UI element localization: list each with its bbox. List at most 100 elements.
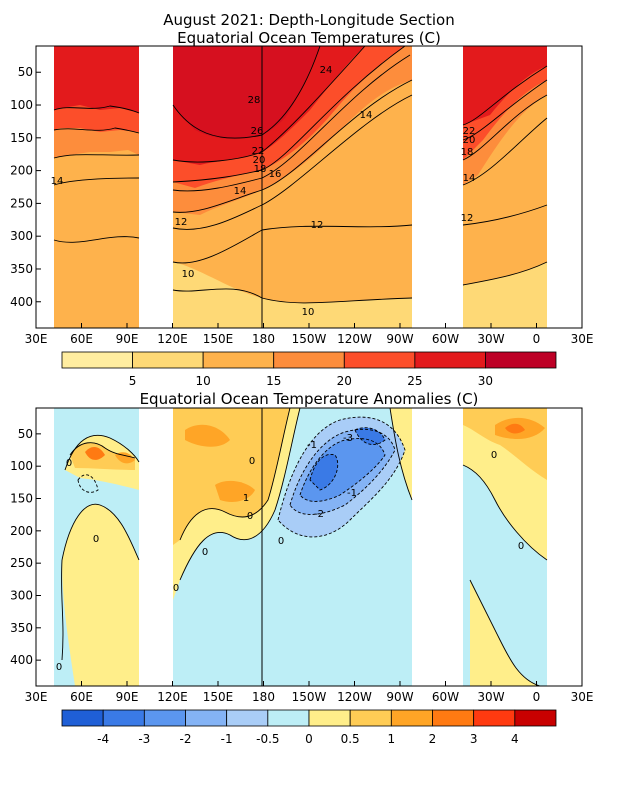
top-contour-label: 14	[234, 186, 247, 197]
top-contour-label: 22	[252, 146, 265, 157]
x-tick-label: 0	[533, 690, 541, 704]
bottom-contour-label: 0	[202, 547, 208, 558]
bottom-region-pacific	[173, 408, 412, 686]
bottom-contour-label: 0	[66, 458, 72, 469]
colorbar-label: 10	[196, 374, 211, 388]
x-tick-label: 30E	[25, 332, 48, 346]
x-tick-label: 30E	[571, 332, 594, 346]
colorbar-swatch	[349, 709, 392, 727]
x-tick-label: 90W	[386, 332, 413, 346]
x-tick-label: 90W	[386, 690, 413, 704]
colorbar-label: 0	[305, 732, 313, 746]
colorbar-label: -4	[97, 732, 109, 746]
bottom-contour-label: 0	[518, 541, 524, 552]
colorbar-label: 15	[266, 374, 281, 388]
bottom-contour-label: 0	[491, 450, 497, 461]
top-contour-label: 18	[461, 147, 474, 158]
y-tick-label: 350	[10, 262, 33, 276]
y-tick-label: 200	[10, 164, 33, 178]
colorbar-swatch	[432, 709, 475, 727]
bottom-contour-label: -1	[307, 440, 317, 451]
colorbar-label: 2	[429, 732, 437, 746]
top-contour-label: 10	[302, 307, 315, 318]
colorbar-swatch	[61, 351, 133, 369]
colorbar-swatch	[343, 351, 416, 369]
bottom-contour-label: 1	[243, 493, 249, 504]
x-tick-label: 120E	[157, 332, 188, 346]
x-tick-label: 0	[533, 332, 541, 346]
bottom-contour-label: -2	[314, 509, 324, 520]
colorbar-label: 1	[388, 732, 396, 746]
bottom-contour-label: 0	[249, 456, 255, 467]
x-tick-label: 30E	[571, 690, 594, 704]
y-tick-label: 200	[10, 524, 33, 538]
bottom-dashed-contours	[77, 416, 406, 538]
x-tick-label: 30W	[477, 690, 504, 704]
y-tick-label: 350	[10, 621, 33, 635]
top-contour-label: 12	[461, 213, 474, 224]
top-region-indian	[54, 46, 139, 328]
y-tick-label: 400	[10, 295, 33, 309]
top-contour-label: 12	[311, 220, 324, 231]
colorbar-label: -3	[138, 732, 150, 746]
colorbar-swatch	[61, 709, 104, 727]
x-tick-label: 120E	[157, 690, 188, 704]
x-tick-label: 90E	[116, 690, 139, 704]
x-tick-label: 150W	[292, 690, 327, 704]
top-title: August 2021: Depth-Longitude Section	[163, 11, 454, 29]
colorbar-label: 30	[478, 374, 493, 388]
x-tick-label: 60E	[70, 690, 93, 704]
y-tick-label: 400	[10, 653, 33, 667]
x-tick-label: 150E	[203, 690, 234, 704]
bottom-heatmap	[54, 408, 548, 686]
colorbar-swatch	[102, 709, 145, 727]
top-contours	[53, 46, 548, 304]
x-tick-label: 90E	[116, 332, 139, 346]
colorbar-swatch	[132, 351, 204, 369]
top-contour-label: 12	[175, 217, 188, 228]
top-axes: 30E 60E 90E 120E 150E 180 150W 120W 90W 60W 30W 0 30…	[10, 65, 593, 346]
x-tick-label: 30E	[25, 690, 48, 704]
top-contour-label: 20	[253, 155, 266, 166]
top-region-atlantic	[463, 46, 547, 328]
x-tick-label: 60E	[70, 332, 93, 346]
bottom-region-atlantic	[463, 408, 547, 686]
colorbar-swatch	[485, 351, 557, 369]
x-tick-label: 180	[252, 332, 275, 346]
y-tick-label: 150	[10, 492, 33, 506]
colorbar-swatch	[308, 709, 351, 727]
y-tick-label: 50	[18, 65, 33, 79]
colorbar-swatch	[473, 709, 516, 727]
colorbar-label: 0.5	[341, 732, 360, 746]
top-region-pacific	[173, 46, 412, 328]
x-tick-label: 180	[252, 690, 275, 704]
top-contour-label: 20	[463, 135, 476, 146]
x-tick-label: 60W	[432, 332, 459, 346]
y-tick-label: 250	[10, 196, 33, 210]
bottom-contours	[61, 408, 548, 686]
y-tick-label: 300	[10, 588, 33, 602]
colorbar-label: 5	[129, 374, 137, 388]
bottom-colorbar: -4 -3 -2 -1 -0.5 0 0.5 1 2 3 4	[61, 709, 557, 746]
x-tick-label: 120W	[337, 690, 372, 704]
top-heatmap	[53, 46, 548, 328]
colorbar-swatch	[414, 351, 486, 369]
bottom-contour-labels: -1 -3 -1 -2 0 0 0 0 1 0 0 0 0 0 0	[56, 433, 524, 673]
y-tick-label: 250	[10, 556, 33, 570]
y-tick-label: 150	[10, 131, 33, 145]
top-contour-label: 22	[463, 126, 476, 137]
colorbar-label: 3	[470, 732, 478, 746]
colorbar-label: 20	[337, 374, 352, 388]
top-contour-label: 14	[360, 110, 373, 121]
bottom-contour-label: 0	[56, 662, 62, 673]
y-tick-label: 50	[18, 427, 33, 441]
bottom-contour-label: -3	[343, 433, 353, 444]
top-contour-label: 18	[254, 164, 267, 175]
top-contour-label: 14	[463, 173, 476, 184]
colorbar-swatch	[267, 709, 310, 727]
colorbar-swatch	[143, 709, 186, 727]
x-tick-label: 60W	[432, 690, 459, 704]
y-tick-label: 300	[10, 229, 33, 243]
colorbar-swatch	[202, 351, 275, 369]
top-contour-label: 24	[320, 65, 333, 76]
